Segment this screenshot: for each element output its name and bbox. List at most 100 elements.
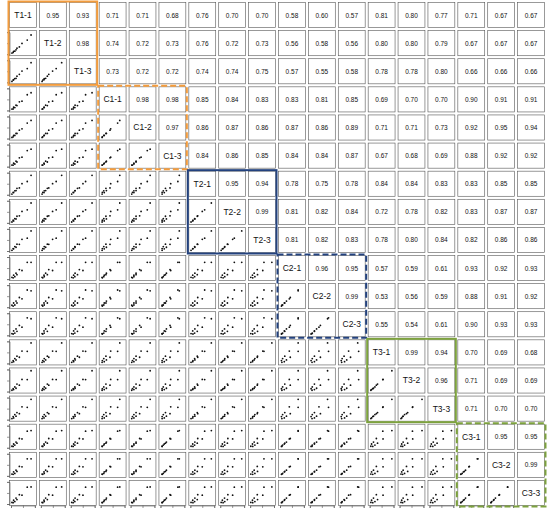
point [73, 220, 75, 222]
correlation-label: 0.93 [495, 321, 508, 328]
points [281, 289, 300, 307]
points [11, 92, 32, 110]
point [74, 246, 76, 248]
panel [219, 256, 246, 281]
point [82, 100, 84, 102]
panel-frame [249, 284, 276, 309]
point [254, 276, 256, 278]
point [85, 317, 87, 319]
panel-frame [159, 284, 186, 309]
point [166, 387, 168, 389]
points [161, 370, 180, 391]
point [103, 332, 105, 334]
panel-frame [69, 171, 96, 196]
point [140, 270, 142, 272]
point [43, 106, 45, 108]
axis-line [7, 145, 10, 167]
point [131, 389, 133, 391]
panel [99, 396, 126, 421]
point [119, 370, 121, 372]
correlation-label: 0.80 [405, 236, 418, 243]
panel-frame [39, 368, 66, 393]
point [101, 219, 103, 221]
panel [39, 227, 66, 252]
points [281, 370, 300, 391]
point [227, 269, 229, 271]
point [26, 94, 28, 96]
correlation-label: 0.92 [525, 152, 538, 159]
panel: 0.80 [368, 31, 395, 56]
panel: 0.93 [488, 312, 515, 337]
panel [129, 143, 156, 168]
point [192, 388, 194, 390]
point [73, 192, 75, 194]
point [91, 174, 93, 176]
point [41, 276, 43, 278]
panel-frame [458, 59, 485, 84]
scatter-matrix: T1-10.950.930.710.710.680.760.700.700.58… [0, 0, 550, 513]
panel: 0.71 [99, 3, 126, 28]
panel: 0.73 [99, 59, 126, 84]
correlation-label: 0.70 [435, 96, 448, 103]
point [241, 318, 243, 320]
panel: 0.84 [308, 143, 335, 168]
panel [279, 368, 306, 393]
point [106, 387, 108, 389]
correlation-label: 0.55 [316, 68, 329, 75]
panel-frame [518, 59, 545, 84]
panel [159, 312, 186, 337]
point [233, 261, 235, 263]
point [91, 202, 93, 204]
panel-frame [249, 31, 276, 56]
point [340, 416, 342, 418]
point [61, 230, 63, 232]
point [45, 246, 47, 248]
point [119, 398, 121, 400]
point [201, 326, 203, 328]
panel: 0.84 [338, 199, 365, 224]
tick-mark [7, 88, 10, 89]
point [135, 300, 137, 302]
point [14, 414, 16, 416]
point [78, 101, 80, 103]
correlation-label: 0.80 [435, 68, 448, 75]
point [135, 190, 137, 192]
point [135, 160, 137, 162]
point [192, 274, 194, 276]
point [318, 378, 320, 380]
point [310, 388, 312, 390]
point [109, 187, 111, 189]
point [103, 274, 105, 276]
point [162, 218, 164, 220]
point [48, 269, 50, 271]
point [348, 406, 350, 408]
point [161, 418, 163, 420]
panel-frame [189, 3, 216, 28]
point [314, 361, 316, 363]
panel [69, 368, 96, 393]
panel: 0.79 [428, 31, 455, 56]
point [135, 355, 137, 357]
point [105, 161, 107, 163]
panel-frame [279, 256, 306, 281]
panel [39, 284, 66, 309]
point [201, 406, 203, 408]
correlation-label: 0.86 [196, 124, 209, 131]
panel: 0.70 [249, 3, 276, 28]
point [133, 218, 135, 220]
point [103, 386, 105, 388]
panel-frame [458, 256, 485, 281]
panel-frame [249, 3, 276, 28]
points [220, 289, 242, 307]
tick [7, 99, 10, 100]
point [320, 356, 322, 358]
point [72, 108, 74, 110]
panel-frame [279, 59, 306, 84]
point [233, 237, 235, 239]
point [82, 326, 84, 328]
correlation-label: 0.83 [465, 180, 478, 187]
point [162, 190, 164, 192]
point [77, 412, 79, 414]
points [11, 317, 32, 335]
correlation-label: 0.57 [286, 68, 299, 75]
